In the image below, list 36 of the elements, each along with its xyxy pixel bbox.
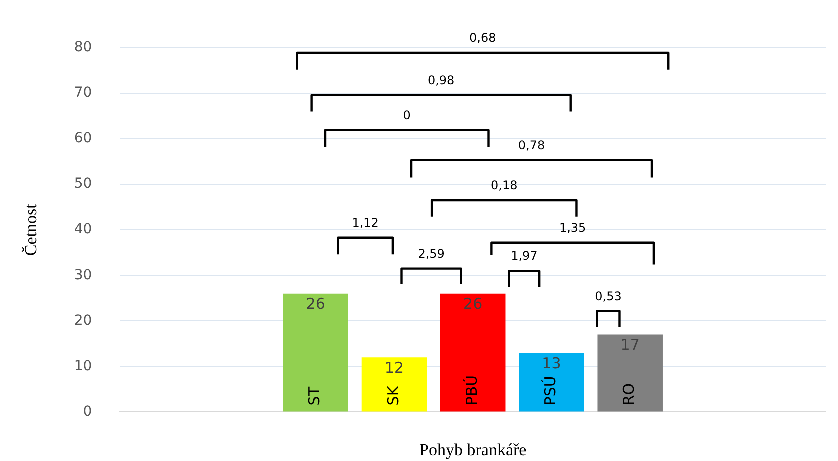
- y-tick-label: 60: [74, 130, 92, 147]
- y-tick-label: 30: [74, 267, 92, 284]
- bar: [598, 334, 663, 412]
- series-label: PBÚ: [463, 375, 481, 406]
- y-tick-label: 80: [74, 40, 92, 56]
- series-label: ST: [306, 386, 324, 406]
- annotation: 1,12: [352, 216, 379, 230]
- annotation: 0,53: [595, 289, 622, 304]
- data-label: 26: [306, 295, 326, 314]
- data-label: 13: [542, 354, 562, 372]
- annotation: 0,78: [518, 138, 546, 153]
- text: 0,68: [470, 31, 496, 46]
- series-label: SK: [384, 385, 402, 406]
- bar: [362, 358, 428, 412]
- data-label: 17: [620, 336, 640, 354]
- annotation: 0,18: [491, 178, 518, 193]
- y-tick-label: 50: [74, 176, 92, 192]
- y-tick-label: 0: [83, 404, 92, 420]
- data-label: 26: [464, 295, 483, 314]
- y-axis-title: Četnost: [22, 204, 41, 256]
- y-tick-label: 40: [74, 222, 92, 238]
- bar: [519, 353, 584, 412]
- annotation: 0,98: [428, 73, 455, 88]
- annotation: 2,59: [418, 246, 445, 261]
- x-axis-title: Pohyb brankáře: [420, 440, 527, 460]
- annotation: 1,97: [511, 249, 538, 264]
- data-label: 12: [384, 358, 404, 377]
- y-tick-label: 70: [74, 85, 92, 102]
- bar: [283, 294, 348, 412]
- annotation: 0: [403, 108, 411, 123]
- series-label: PSÚ: [542, 376, 560, 406]
- y-tick-label: 20: [74, 312, 92, 329]
- series-label: RO: [620, 383, 638, 406]
- y-tick-label: 10: [74, 358, 92, 374]
- bar: [440, 294, 506, 412]
- annotation: 1,35: [559, 220, 586, 235]
